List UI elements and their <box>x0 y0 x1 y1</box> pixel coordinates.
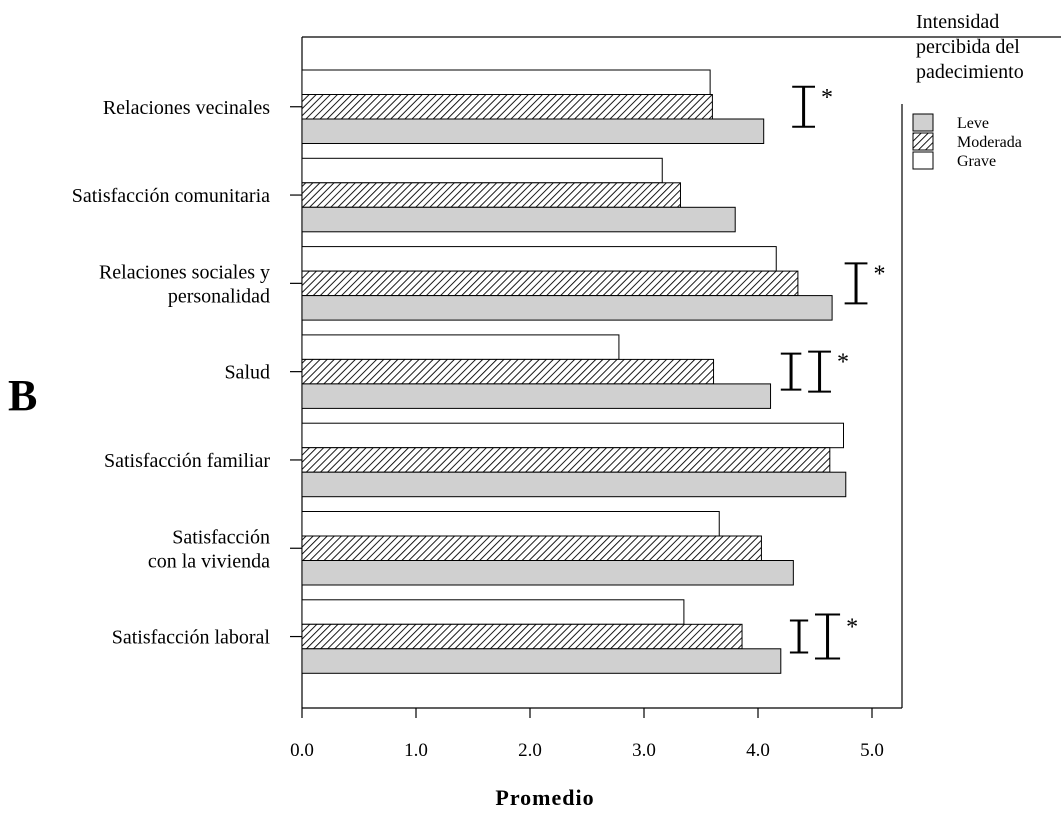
bar-grave <box>301 511 720 537</box>
category-label: Satisfacción laboral <box>112 627 271 649</box>
bar-moderada <box>301 270 799 297</box>
bar-grave <box>301 157 663 184</box>
bar-moderada <box>301 447 831 473</box>
x-tick-label: 3.0 <box>632 740 656 761</box>
legend: Intensidad percibida del padecimiento Leve M… <box>912 11 1024 170</box>
bar-leve <box>301 383 772 409</box>
legend-label-moderada: Moderada <box>957 134 1022 151</box>
bar-grave <box>301 246 777 272</box>
significance-star: * <box>821 85 833 111</box>
legend-label-grave: Grave <box>957 153 996 170</box>
bar-moderada <box>301 94 713 120</box>
x-tick-label: 0.0 <box>290 740 314 761</box>
plot-area <box>290 36 1061 718</box>
bar-grave <box>301 69 711 95</box>
bar-grave <box>301 599 685 625</box>
bar-grave <box>301 334 620 360</box>
category-label: personalidad <box>168 285 270 307</box>
legend-swatch-moderada <box>912 132 934 151</box>
significance-star: * <box>846 615 858 641</box>
bar-moderada <box>301 535 762 561</box>
bar-moderada <box>301 623 743 650</box>
x-axis-title: Promedio <box>495 785 594 809</box>
category-label: Satisfacción comunitaria <box>72 185 270 207</box>
bar-moderada <box>301 182 681 208</box>
x-tick-label: 4.0 <box>746 740 770 761</box>
significance-star: * <box>837 350 849 376</box>
legend-swatch-leve <box>912 113 934 132</box>
panel-label: B <box>8 371 37 420</box>
legend-title-line: percibida del <box>916 36 1020 58</box>
bar-moderada <box>301 358 715 385</box>
x-tick-label: 5.0 <box>860 740 884 761</box>
legend-title-line: Intensidad <box>916 11 999 33</box>
category-label: Relaciones vecinales <box>103 97 270 119</box>
legend-label-leve: Leve <box>957 115 989 132</box>
category-label: Relaciones sociales y <box>99 261 270 283</box>
bar-leve <box>301 648 782 674</box>
bar-leve <box>301 118 765 144</box>
category-label: Satisfacción familiar <box>104 450 270 472</box>
labels: 0.0 1.0 2.0 3.0 4.0 5.0 Promedio B Relaciones ve… <box>8 85 885 810</box>
bar-grave <box>301 422 844 449</box>
category-label: Satisfacción <box>172 526 270 548</box>
bar-leve <box>301 560 794 586</box>
x-tick-label: 1.0 <box>404 740 428 761</box>
legend-swatch-grave <box>912 151 934 170</box>
legend-title-line: padecimiento <box>916 61 1024 83</box>
significance-star: * <box>873 261 885 287</box>
bar-leve <box>301 295 833 321</box>
category-label: con la vivienda <box>148 550 270 572</box>
category-label: Salud <box>224 362 270 384</box>
bar-leve <box>301 471 847 498</box>
x-tick-label: 2.0 <box>518 740 542 761</box>
bar-leve <box>301 206 736 233</box>
